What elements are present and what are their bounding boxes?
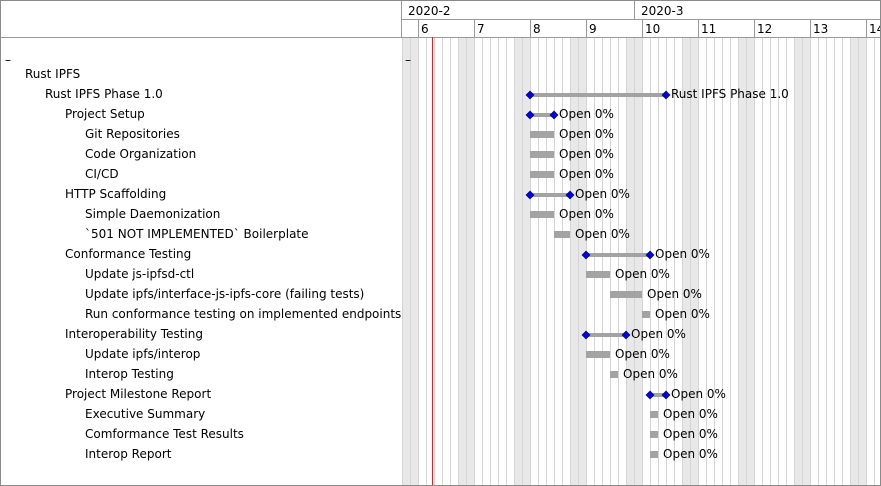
task-name-label[interactable]: Interop Testing [85, 367, 174, 381]
task-bar [530, 151, 554, 158]
task-name-label[interactable]: HTTP Scaffolding [65, 187, 167, 201]
weekend-column [410, 37, 418, 485]
task-status-label: Open 0% [631, 327, 686, 341]
weekend-column [746, 37, 754, 485]
weekend-column [402, 37, 410, 485]
task-status-label: Open 0% [615, 347, 670, 361]
weekend-column [634, 37, 642, 485]
summary-end-diamond [645, 250, 655, 260]
task-bar [530, 211, 554, 218]
task-name-label[interactable]: Simple Daemonization [85, 207, 221, 221]
task-bar [530, 131, 554, 138]
weekend-column [626, 37, 634, 485]
weekend-column [738, 37, 746, 485]
task-name-label[interactable]: CI/CD [85, 167, 119, 181]
task-bar [554, 231, 570, 238]
task-status-label: Open 0% [559, 147, 614, 161]
task-status-label: Open 0% [559, 167, 614, 181]
task-name-label[interactable]: Comformance Test Results [85, 427, 244, 441]
task-bar [650, 411, 658, 418]
task-name-label[interactable]: Executive Summary [85, 407, 206, 421]
task-bar [642, 311, 650, 318]
task-name-label[interactable]: Conformance Testing [65, 247, 192, 261]
task-name-label[interactable]: Interoperability Testing [65, 327, 203, 341]
weekend-column [578, 37, 586, 485]
weekend-column [794, 37, 802, 485]
summary-end-diamond [621, 330, 631, 340]
task-name-label[interactable]: Update ipfs/interface-js-ipfs-core (fail… [85, 287, 365, 301]
task-name-label[interactable]: Project Setup [65, 107, 145, 121]
week-label: 13 [813, 22, 828, 36]
weekend-column [514, 37, 522, 485]
month-label: 2020-3 [641, 4, 684, 18]
task-bar [586, 271, 610, 278]
weekend-column [466, 37, 474, 485]
task-name-label[interactable]: `501 NOT IMPLEMENTED` Boilerplate [85, 227, 309, 241]
task-status-label: Open 0% [655, 307, 710, 321]
week-label: 8 [533, 22, 541, 36]
task-bar [650, 431, 658, 438]
task-status-label: Open 0% [663, 447, 718, 461]
task-bar [610, 371, 618, 378]
week-label: 11 [701, 22, 716, 36]
weekend-column [682, 37, 690, 485]
task-name-label[interactable]: Project Milestone Report [65, 387, 212, 401]
task-status-label: Rust IPFS Phase 1.0 [671, 87, 789, 101]
weekend-column [802, 37, 810, 485]
task-name-label[interactable]: Code Organization [85, 147, 197, 161]
task-bar [530, 171, 554, 178]
task-name-label[interactable]: Rust IPFS [25, 67, 81, 81]
summary-start-diamond [525, 190, 535, 200]
task-status-label: Open 0% [615, 267, 670, 281]
task-status-label: Open 0% [671, 387, 726, 401]
task-status-label: Open 0% [575, 187, 630, 201]
week-label: 14 [869, 22, 880, 36]
summary-end-diamond [661, 90, 671, 100]
week-label: 12 [757, 22, 772, 36]
collapse-chart-toggle[interactable]: – [405, 53, 411, 67]
week-label: 7 [477, 22, 485, 36]
task-status-label: Open 0% [623, 367, 678, 381]
week-label: 9 [589, 22, 597, 36]
summary-end-diamond [549, 110, 559, 120]
task-status-label: Open 0% [663, 427, 718, 441]
task-status-label: Open 0% [647, 287, 702, 301]
task-name-label[interactable]: Git Repositories [85, 127, 180, 141]
summary-start-diamond [525, 110, 535, 120]
week-label: 6 [421, 22, 429, 36]
task-name-label[interactable]: Run conformance testing on implemented e… [85, 307, 402, 321]
task-name-label[interactable]: Update js-ipfsd-ctl [85, 267, 195, 281]
task-status-label: Open 0% [655, 247, 710, 261]
task-status-label: Open 0% [575, 227, 630, 241]
task-name-label[interactable]: Update ipfs/interop [85, 347, 201, 361]
task-status-label: Open 0% [559, 127, 614, 141]
task-status-label: Open 0% [559, 207, 614, 221]
weekend-column [522, 37, 530, 485]
summary-start-diamond [645, 390, 655, 400]
summary-start-diamond [581, 250, 591, 260]
task-bar [586, 351, 610, 358]
task-name-label[interactable]: Interop Report [85, 447, 172, 461]
task-name-label[interactable]: Rust IPFS Phase 1.0 [45, 87, 163, 101]
summary-end-diamond [661, 390, 671, 400]
weekend-column [570, 37, 578, 485]
task-bar [650, 451, 658, 458]
weekend-column [458, 37, 466, 485]
weekend-column [850, 37, 858, 485]
summary-start-diamond [581, 330, 591, 340]
task-status-label: Open 0% [559, 107, 614, 121]
task-status-label: Open 0% [663, 407, 718, 421]
weekend-column [858, 37, 866, 485]
week-label: 10 [645, 22, 660, 36]
weekend-column [690, 37, 698, 485]
collapse-all-toggle[interactable]: – [5, 53, 11, 67]
summary-end-diamond [565, 190, 575, 200]
task-bar [610, 291, 642, 298]
month-label: 2020-2 [408, 4, 451, 18]
summary-start-diamond [525, 90, 535, 100]
